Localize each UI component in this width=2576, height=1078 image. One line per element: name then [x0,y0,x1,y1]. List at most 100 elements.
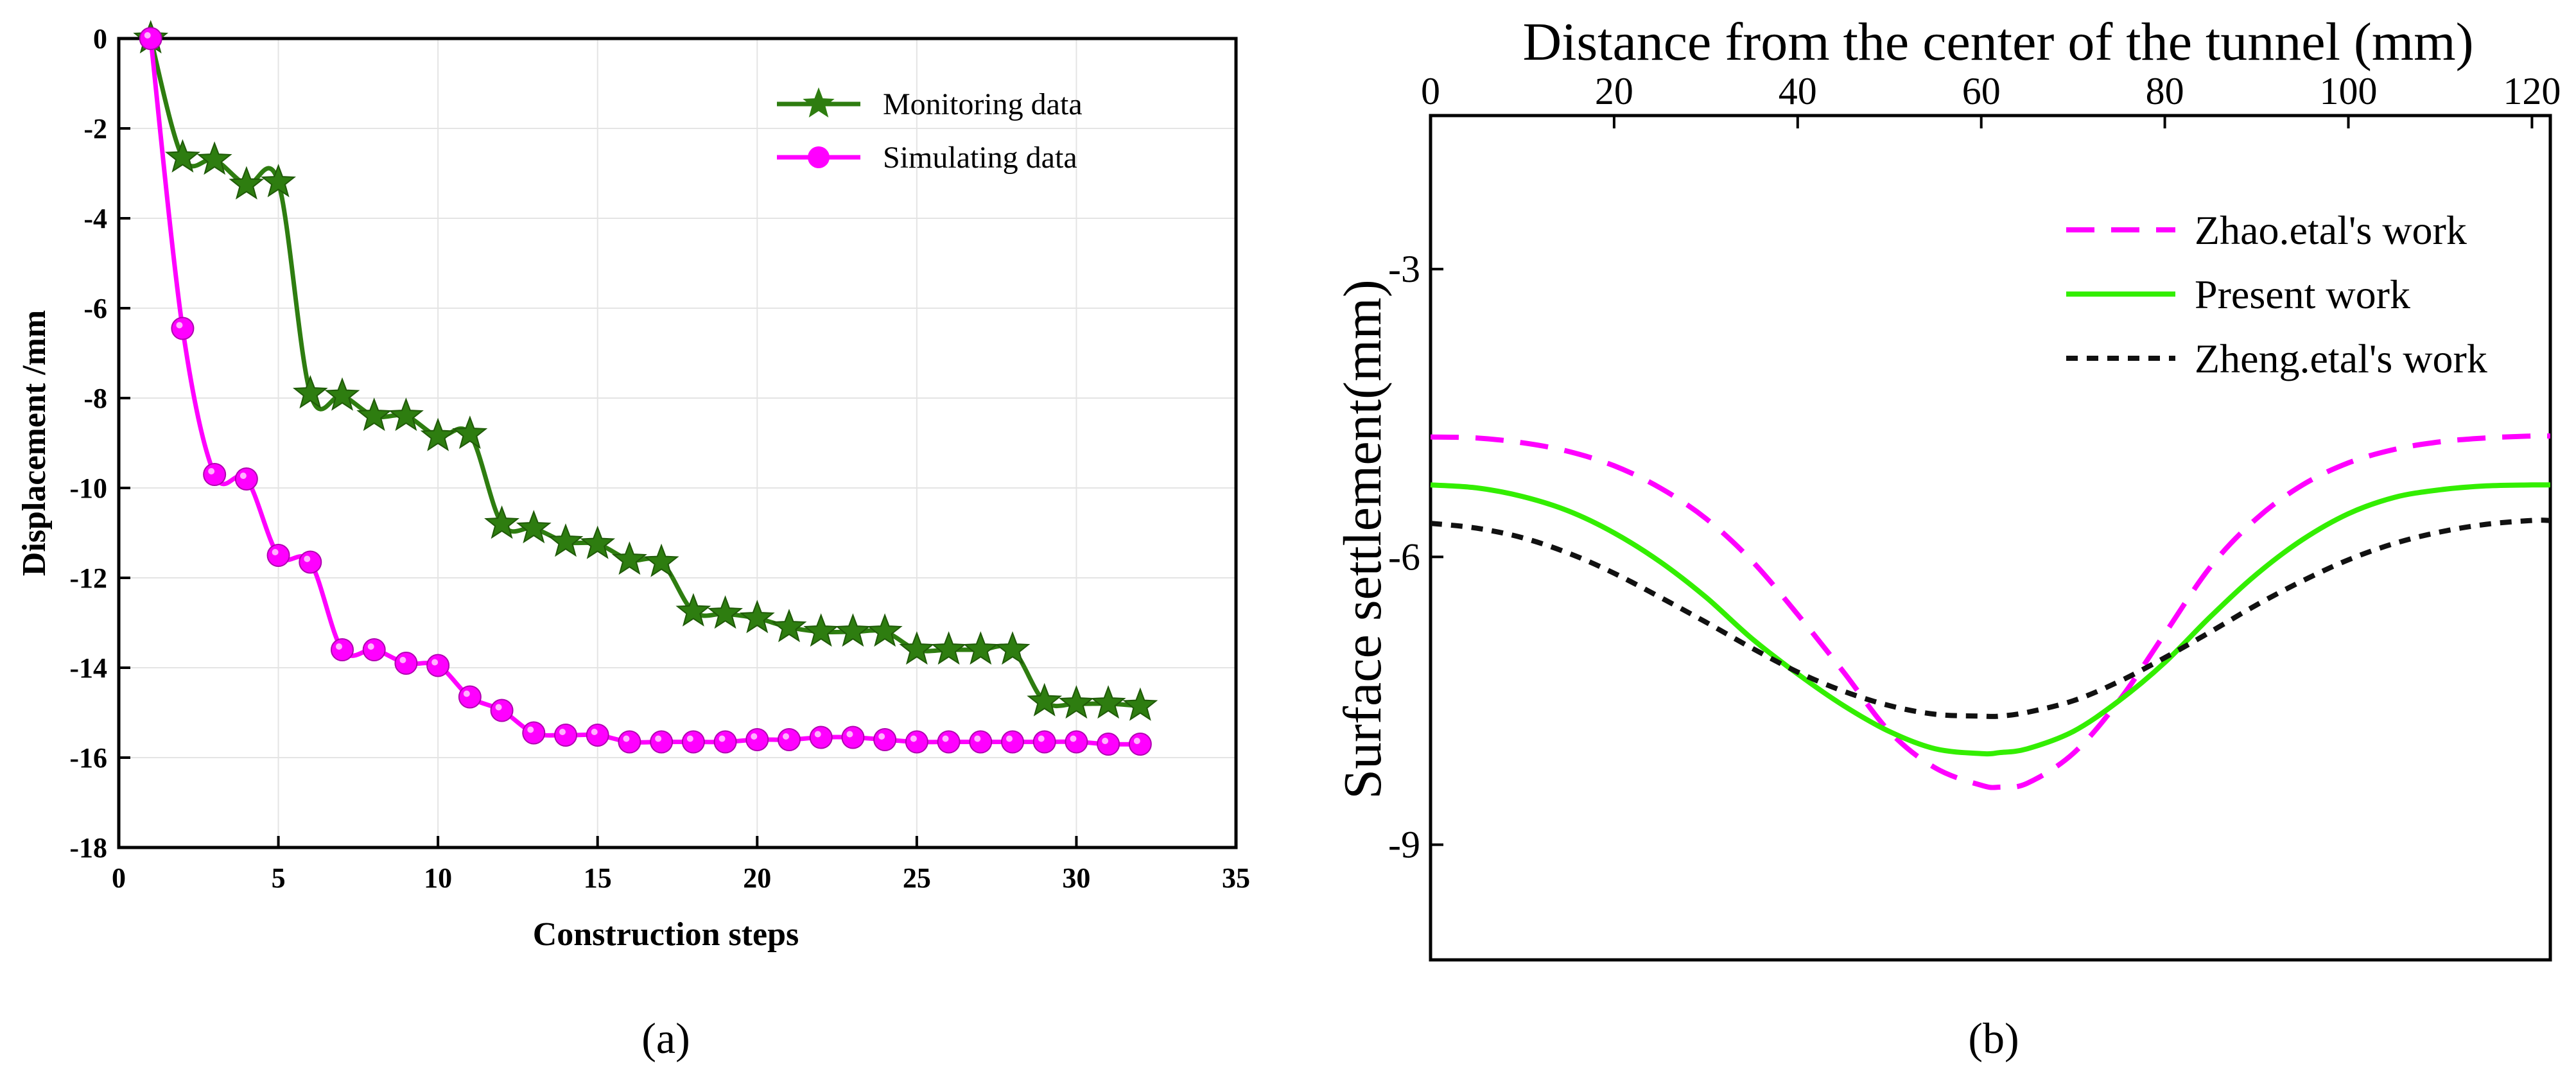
b-series [1430,433,2551,790]
a-x-tick-label: 20 [743,862,771,894]
a-point-highlight [176,322,183,329]
b-x-tick-label: 100 [2320,70,2378,112]
a-point-simulating [139,27,162,50]
a-point-simulating [490,699,514,722]
a-point-monitoring [229,166,265,200]
a-x-tick-label: 10 [424,862,452,894]
a-point-simulating [299,550,322,574]
a-y-tick-label: -4 [83,203,107,234]
a-point-monitoring [708,595,743,629]
b-x-tick-label: 40 [1779,70,1817,112]
a-point-highlight [304,555,311,562]
a-point-monitoring [1090,685,1126,719]
a-point-highlight [208,468,215,474]
a-point-simulating [778,728,801,751]
a-point-simulating [234,467,258,491]
panel-b: 0 20 40 60 80 100 120 -3 -6 -9 Distance from the … [1333,12,2561,1063]
a-point-monitoring [196,141,232,175]
b-y-axis-label: Surface settlement(mm) [1333,279,1393,799]
a-point-simulating [1065,730,1088,754]
b-y-tick-label: -6 [1388,535,1420,578]
a-point-monitoring [356,397,392,431]
a-x-axis-label: Construction steps [533,916,799,953]
b-series-zheng [1430,517,2551,719]
a-point-highlight [974,735,981,742]
a-x-tick-label: 0 [112,862,126,894]
a-point-simulating [937,730,961,754]
a-legend: Monitoring data Simulating data [777,87,1083,175]
a-point-simulating [426,654,450,677]
a-point-highlight [1102,738,1109,744]
b-x-tick-label: 0 [1421,70,1440,112]
a-point-simulating [650,730,674,754]
b-x-tick-label: 20 [1595,70,1633,112]
a-point-simulating [1128,733,1152,756]
a-point-highlight [239,473,247,479]
a-point-simulating [841,726,865,749]
b-series-zhao [1430,433,2551,790]
a-plot-frame [117,37,1238,849]
a-point-simulating [266,544,290,567]
a-point-highlight [814,731,821,738]
a-point-monitoring [739,600,775,634]
a-x-tick-label: 25 [903,862,931,894]
a-legend-marker [803,87,835,117]
a-point-highlight [783,733,789,740]
b-legend: Zhao.etal's work Present work Zheng.etal's… [2066,207,2487,381]
b-legend-label: Zheng.etal's work [2195,336,2487,381]
a-point-highlight [1070,735,1077,742]
a-point-simulating [681,730,705,754]
a-y-tick-label: 0 [93,23,107,55]
b-legend-label: Present work [2195,272,2410,317]
a-y-tick-label: -10 [69,473,107,504]
a-point-simulating [554,724,577,747]
a-point-simulating [969,730,993,754]
a-panel-label: (a) [641,1014,690,1063]
a-legend-marker [808,146,830,168]
a-y-tick-label: -12 [69,562,107,594]
a-point-highlight [495,704,502,711]
b-series-present [1430,482,2551,757]
a-point-monitoring [612,541,647,575]
a-point-simulating [1001,730,1024,754]
a-point-monitoring [165,139,200,173]
a-point-simulating [809,726,833,749]
a-point-simulating [618,730,641,754]
a-point-highlight [655,735,662,742]
a-point-simulating [394,652,418,675]
a-point-highlight [336,643,342,650]
a-point-simulating [873,728,897,751]
b-x-tick-label: 60 [1962,70,2001,112]
a-point-monitoring [899,631,935,665]
a-point-simulating [522,721,546,745]
a-y-axis-label: Displacement /mm [16,310,53,576]
a-point-simulating [458,685,482,709]
a-point-highlight [910,735,917,742]
a-point-monitoring [867,613,903,647]
a-point-highlight [1133,738,1140,744]
a-point-monitoring [548,523,584,557]
a-point-monitoring [484,505,519,539]
a-series-line [148,38,1141,709]
a-point-monitoring [261,164,296,198]
b-plot-frame [1429,114,2552,962]
a-point-simulating [905,730,928,754]
a-point-highlight [718,735,726,742]
a-y-tick-label: -2 [83,113,107,144]
a-point-highlight [846,731,853,738]
a-point-monitoring [771,609,807,643]
a-x-tick-label: 35 [1222,862,1250,894]
a-point-monitoring [643,543,679,577]
a-point-highlight [367,643,374,650]
a-x-tick-label: 5 [272,862,286,894]
a-point-simulating [1032,730,1056,754]
a-point-highlight [463,690,470,697]
a-point-highlight [1006,735,1013,742]
a-point-monitoring [675,593,711,627]
a-point-monitoring [388,397,424,431]
a-point-simulating [171,317,195,340]
a-y-tick-label: -18 [69,832,107,864]
a-x-tick-label: 30 [1062,862,1090,894]
a-y-tick-label: -8 [83,383,107,414]
b-x-tick-label: 80 [2146,70,2184,112]
